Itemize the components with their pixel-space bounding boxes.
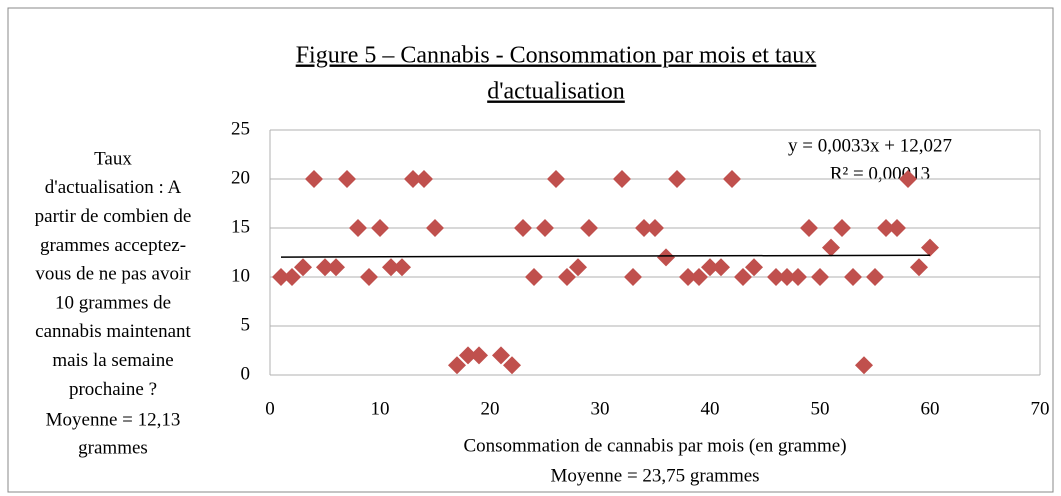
point <box>283 268 301 286</box>
chart-border <box>7 7 1054 493</box>
y-axis-label: prochaine ? <box>69 379 157 400</box>
point <box>470 346 488 365</box>
point <box>613 170 631 188</box>
x-tick-label: 70 <box>1031 398 1050 419</box>
point <box>866 268 884 286</box>
x-tick-label: 40 <box>701 398 720 419</box>
x-tick-label: 60 <box>921 398 940 419</box>
point <box>888 219 906 237</box>
point <box>734 268 752 286</box>
y-axis-label: mais la semaine <box>52 350 173 371</box>
point <box>712 258 730 277</box>
point <box>349 219 367 237</box>
point <box>580 219 598 237</box>
point <box>547 170 565 188</box>
point <box>745 258 763 277</box>
point <box>844 268 862 286</box>
point <box>415 170 433 188</box>
y-axis-note: Moyenne = 12,13 <box>46 409 181 430</box>
point <box>305 170 323 188</box>
point <box>525 268 543 286</box>
point <box>877 219 895 237</box>
point <box>624 268 642 286</box>
point <box>514 219 532 237</box>
point <box>492 346 510 365</box>
y-axis-label: cannabis maintenant <box>35 321 191 342</box>
y-tick-label: 0 <box>241 363 251 384</box>
point <box>536 219 554 237</box>
point <box>668 170 686 188</box>
x-axis-note: Moyenne = 23,75 grammes <box>550 465 759 486</box>
point <box>426 219 444 237</box>
point <box>723 170 741 188</box>
y-tick-label: 20 <box>231 167 250 188</box>
point <box>789 268 807 286</box>
point <box>382 258 400 277</box>
point <box>811 268 829 286</box>
point <box>393 258 411 277</box>
y-axis-label: partir de combien de <box>35 206 192 227</box>
trend-line <box>280 254 931 258</box>
y-axis-note: grammes <box>78 437 148 458</box>
y-tick-label: 10 <box>231 265 250 286</box>
trend-r2: R² = 0,00013 <box>830 163 930 184</box>
point <box>910 258 928 277</box>
x-tick-label: 30 <box>591 398 610 419</box>
y-axis-label: grammes acceptez- <box>40 235 186 256</box>
point <box>459 346 477 365</box>
point <box>404 170 422 188</box>
point <box>822 238 840 257</box>
point <box>327 258 345 277</box>
point <box>294 258 312 277</box>
y-tick-label: 25 <box>231 118 250 139</box>
point <box>569 258 587 277</box>
chart-title: d'actualisation <box>487 79 625 105</box>
point <box>338 170 356 188</box>
point <box>833 219 851 237</box>
point <box>701 258 719 277</box>
point <box>316 258 334 277</box>
trend-equation: y = 0,0033x + 12,027 <box>788 135 952 156</box>
y-axis-label: vous de ne pas avoir <box>35 264 191 285</box>
point <box>855 356 873 375</box>
point <box>800 219 818 237</box>
y-axis-label: Taux <box>94 148 132 169</box>
point <box>371 219 389 237</box>
point <box>646 219 664 237</box>
point <box>657 248 675 267</box>
point <box>272 268 290 286</box>
x-axis-label: Consommation de cannabis par mois (en gr… <box>463 435 846 456</box>
point <box>921 238 939 257</box>
point <box>690 268 708 286</box>
x-tick-label: 50 <box>811 398 830 419</box>
y-axis-label: 10 grammes de <box>55 292 171 313</box>
chart-title: Figure 5 – Cannabis - Consommation par m… <box>296 43 817 69</box>
point <box>503 356 521 375</box>
point <box>899 170 917 188</box>
x-tick-label: 20 <box>481 398 500 419</box>
point <box>360 268 378 286</box>
x-tick-label: 0 <box>265 398 275 419</box>
x-tick-label: 10 <box>371 398 390 419</box>
point <box>448 356 466 375</box>
point <box>635 219 653 237</box>
y-tick-label: 5 <box>241 314 251 335</box>
y-axis-label: d'actualisation : A <box>45 177 182 198</box>
point <box>679 268 697 286</box>
point <box>778 268 796 286</box>
y-tick-label: 15 <box>231 216 250 237</box>
point <box>767 268 785 286</box>
point <box>558 268 576 286</box>
